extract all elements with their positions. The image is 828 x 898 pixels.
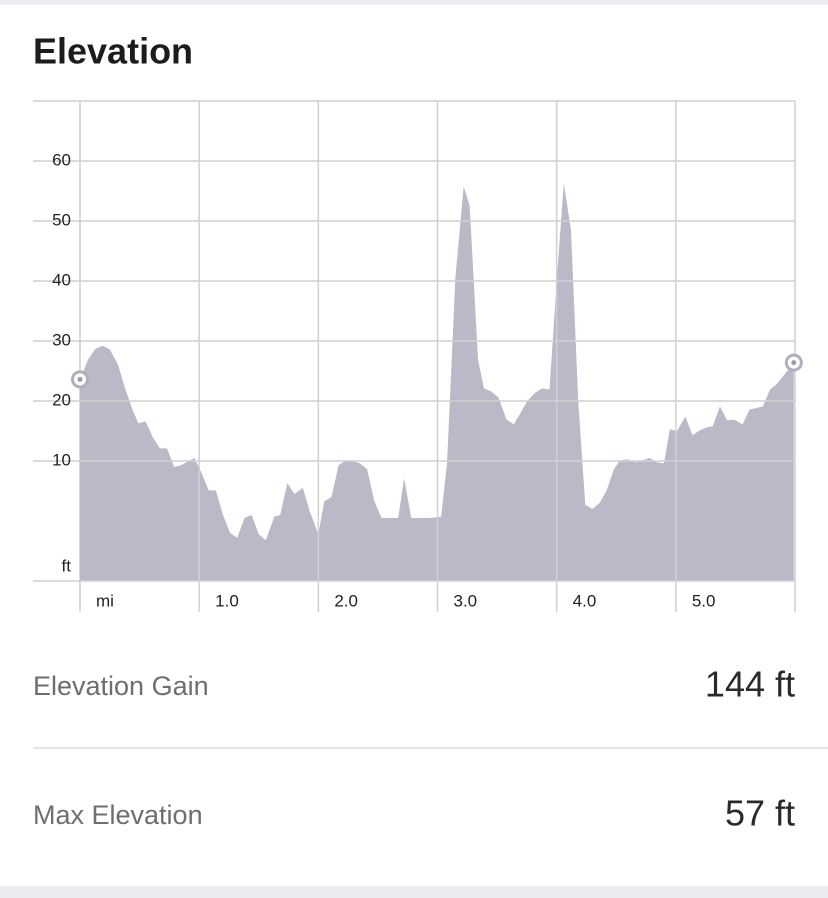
endpoint-dot bbox=[77, 376, 83, 382]
y-tick-label: 40 bbox=[52, 270, 71, 289]
x-tick-label: 3.0 bbox=[454, 591, 478, 610]
card-title: Elevation bbox=[33, 31, 193, 72]
y-tick-label: 20 bbox=[52, 390, 71, 409]
x-unit: mi bbox=[96, 591, 114, 610]
elevation-area bbox=[80, 183, 794, 581]
x-tick-label: 4.0 bbox=[573, 591, 597, 610]
y-tick-label: 50 bbox=[52, 210, 71, 229]
stat-label: Elevation Gain bbox=[33, 671, 209, 701]
endpoint-dot bbox=[791, 360, 797, 366]
bottom-strip bbox=[0, 886, 828, 898]
x-tick-label: 5.0 bbox=[692, 591, 716, 610]
y-tick-label: 60 bbox=[52, 150, 71, 169]
chart: 10 20 30 40 50 60 1.0 2.0 3.0 4.0 5.0 ft mi bbox=[33, 100, 803, 612]
y-unit: ft bbox=[62, 556, 72, 575]
x-tick-label: 2.0 bbox=[334, 591, 358, 610]
stat-value: 144 ft bbox=[705, 664, 795, 705]
top-strip bbox=[0, 0, 828, 5]
y-tick-label: 30 bbox=[52, 330, 71, 349]
x-tick-label: 1.0 bbox=[215, 591, 239, 610]
stat-label: Max Elevation bbox=[33, 800, 203, 830]
y-tick-label: 10 bbox=[52, 450, 71, 469]
stat-value: 57 ft bbox=[725, 793, 795, 834]
